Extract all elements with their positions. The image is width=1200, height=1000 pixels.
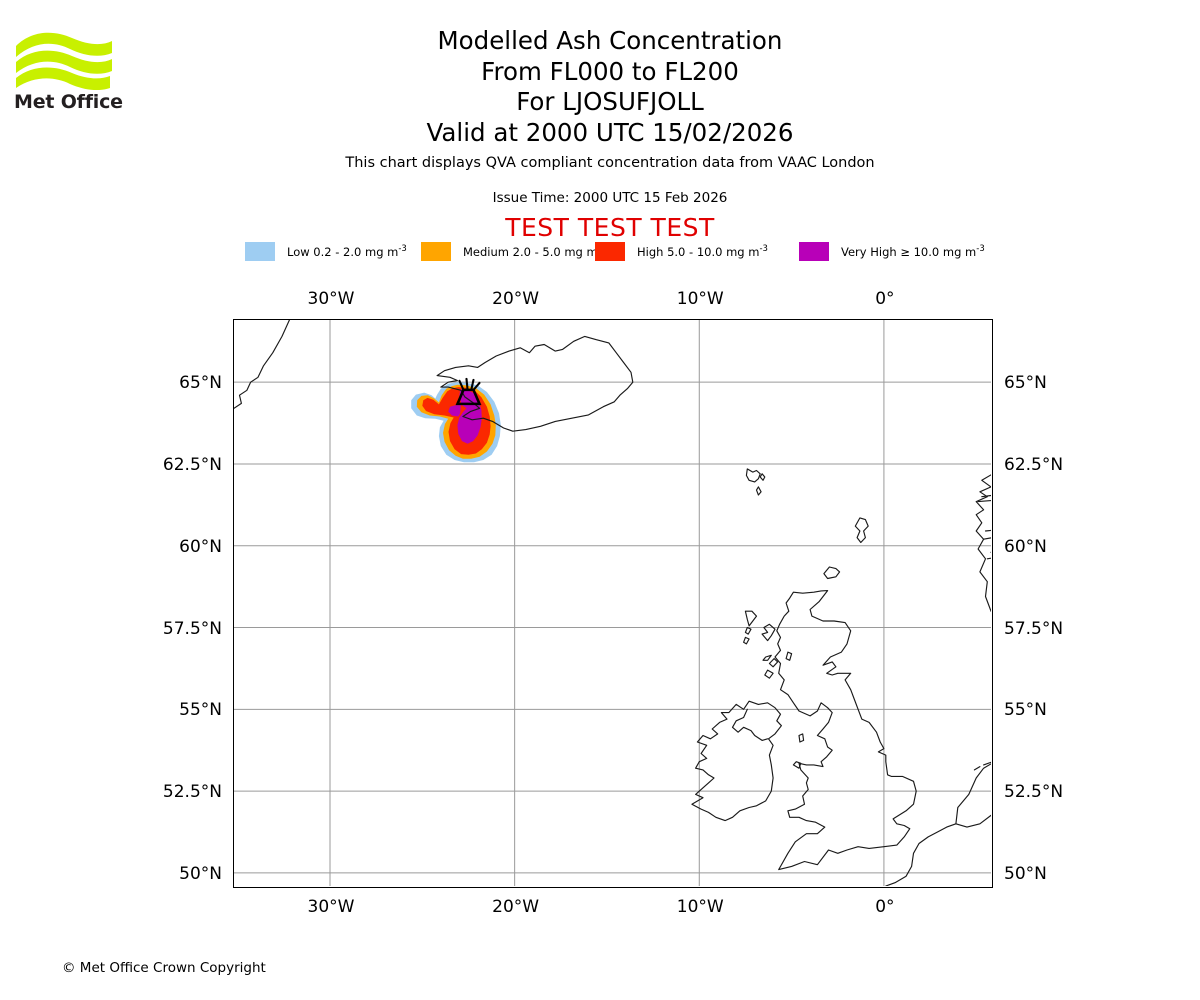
map-frame xyxy=(233,319,993,888)
coastline-path xyxy=(823,566,841,580)
legend-swatch-very-high xyxy=(799,241,829,261)
copyright-notice: © Met Office Crown Copyright xyxy=(62,960,266,976)
map-container: 30°W 30°W 20°W 20°W 10°W 10°W 0° 0° 65°N 65°N 62.5… xyxy=(163,289,1063,917)
legend-item-low: Low 0.2 - 2.0 mg m-3 xyxy=(245,241,407,261)
lon-tick-label-bot: 20°W xyxy=(492,897,540,917)
lon-tick-label-top: 0° xyxy=(875,289,895,309)
legend-label-very-high: Very High ≥ 10.0 mg m-3 xyxy=(841,243,985,259)
concentration-legend: Low 0.2 - 2.0 mg m-3 Medium 2.0 - 5.0 mg … xyxy=(245,240,1005,262)
coastline-path xyxy=(854,517,869,544)
page-title: Modelled Ash Concentration xyxy=(437,26,783,55)
volcano-icon xyxy=(455,377,482,406)
lon-tick-label-top: 10°W xyxy=(676,289,724,309)
lon-tick-label-top: 30°W xyxy=(307,289,355,309)
volcano-glyph-part xyxy=(470,378,475,390)
lat-tick-label-left: 55°N xyxy=(179,700,222,721)
coastline-path xyxy=(744,626,752,635)
lat-tick-label-right: 50°N xyxy=(1004,863,1047,884)
coastline-path xyxy=(785,651,793,661)
coastline-path xyxy=(436,335,634,432)
legend-label-high: High 5.0 - 10.0 mg m-3 xyxy=(637,243,768,259)
volcano-glyph-part xyxy=(472,381,481,391)
lat-tick-label-left: 57.5°N xyxy=(162,618,222,639)
legend-item-medium: Medium 2.0 - 5.0 mg m-3 xyxy=(421,241,606,261)
coastline-path xyxy=(973,766,981,771)
coastline-path xyxy=(761,623,776,642)
valid-time-line: Valid at 2000 UTC 15/02/2026 xyxy=(426,117,794,147)
coastline-path xyxy=(768,658,779,668)
lat-tick-label-left: 50°N xyxy=(179,863,222,884)
lat-tick-label-right: 62.5°N xyxy=(1004,454,1064,475)
coastline-path xyxy=(798,733,805,743)
lat-tick-label-left: 52.5°N xyxy=(162,782,222,803)
map-canvas xyxy=(234,320,991,886)
coastline-path xyxy=(755,486,762,496)
met-office-waves-icon xyxy=(16,32,112,91)
coastline-path xyxy=(743,636,750,645)
met-office-logo: Met Office xyxy=(14,28,134,113)
coastlines xyxy=(234,320,991,886)
lon-tick-label-bot: 10°W xyxy=(676,897,724,917)
coastline-path xyxy=(774,590,917,871)
volcano-glyph-part xyxy=(458,379,465,391)
test-banner: TEST TEST TEST xyxy=(505,213,715,242)
lon-tick-label-bot: 30°W xyxy=(307,897,355,917)
volcano-name-line: For LJOSUFJOLL xyxy=(516,87,704,116)
lat-tick-label-right: 65°N xyxy=(1004,373,1047,394)
coastline-path xyxy=(955,814,991,828)
lat-tick-label-right: 55°N xyxy=(1004,700,1047,721)
legend-item-high: High 5.0 - 10.0 mg m-3 xyxy=(595,241,768,261)
coastline-path xyxy=(977,494,991,503)
legend-item-very-high: Very High ≥ 10.0 mg m-3 xyxy=(799,241,985,261)
lat-tick-label-left: 62.5°N xyxy=(162,454,222,475)
legend-label-medium: Medium 2.0 - 5.0 mg m-3 xyxy=(463,244,606,259)
coastline-path xyxy=(762,654,772,661)
legend-swatch-high xyxy=(595,241,625,261)
title-block: Modelled Ash Concentration From FL000 to… xyxy=(160,26,1060,148)
logo-wordmark: Met Office xyxy=(14,91,123,113)
coastline-path xyxy=(975,474,991,612)
ash-plume-contours xyxy=(411,382,501,463)
issue-time: Issue Time: 2000 UTC 15 Feb 2026 xyxy=(492,190,728,206)
coastline-path xyxy=(955,763,991,825)
coastline-path xyxy=(764,669,774,679)
lat-tick-label-left: 65°N xyxy=(179,373,222,394)
legend-swatch-low xyxy=(245,241,275,261)
coastline-path xyxy=(759,473,766,481)
coastline-path xyxy=(744,610,758,627)
coastline-path xyxy=(986,551,991,560)
coastline-path xyxy=(885,823,957,886)
flight-level-line: From FL000 to FL200 xyxy=(481,56,739,86)
graticule-gridlines xyxy=(234,320,991,886)
coastline-path xyxy=(731,708,769,741)
lon-tick-label-top: 20°W xyxy=(492,289,540,309)
lat-tick-label-right: 60°N xyxy=(1004,536,1047,557)
lat-tick-label-right: 52.5°N xyxy=(1004,782,1064,803)
lon-tick-label-bot: 0° xyxy=(875,897,895,917)
legend-label-low: Low 0.2 - 2.0 mg m-3 xyxy=(287,243,407,259)
coastline-path xyxy=(983,529,991,540)
coastline-path xyxy=(745,468,761,483)
lat-tick-label-left: 60°N xyxy=(179,536,222,557)
coastline-path xyxy=(234,320,290,409)
qva-note: This chart displays QVA compliant concen… xyxy=(345,155,875,171)
volcano-glyph-part xyxy=(465,377,469,390)
lat-tick-label-right: 57.5°N xyxy=(1004,618,1064,639)
legend-swatch-medium xyxy=(421,241,451,261)
coastline-path xyxy=(792,761,802,769)
coastline-path xyxy=(983,761,991,766)
coastline-path xyxy=(691,700,782,822)
